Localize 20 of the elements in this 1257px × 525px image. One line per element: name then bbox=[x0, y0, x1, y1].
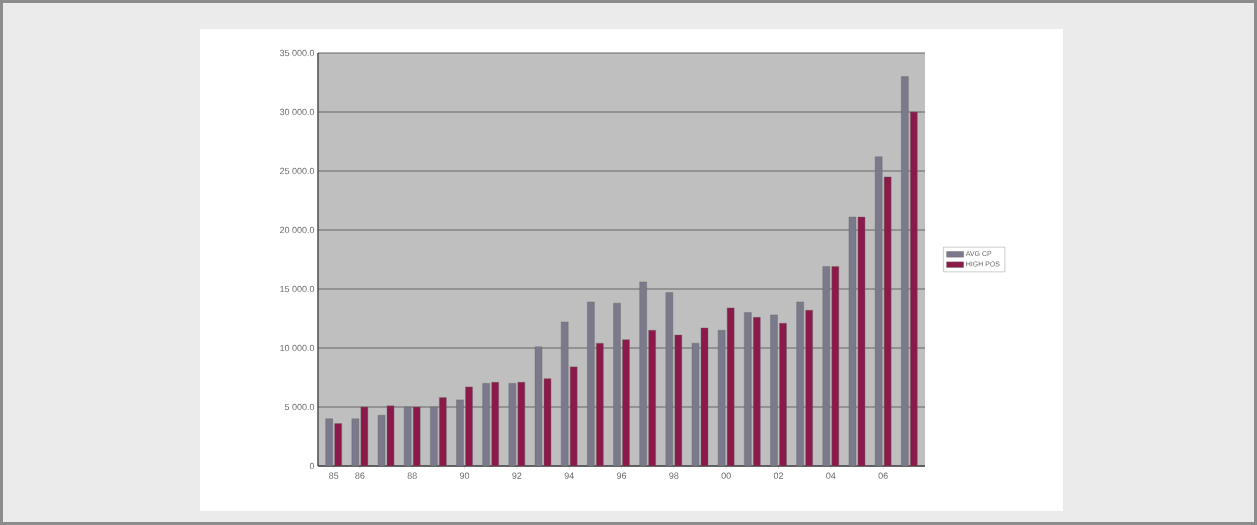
y-tick-label: 10 000.0 bbox=[280, 344, 315, 352]
x-tick-label: 90 bbox=[459, 472, 470, 479]
x-tick-label: 02 bbox=[773, 472, 784, 479]
x-tick-label: 06 bbox=[878, 472, 888, 479]
y-tick-label: 20 000.0 bbox=[280, 226, 315, 234]
x-tick-label: 86 bbox=[355, 472, 365, 479]
x-tick-label: 85 bbox=[329, 472, 339, 479]
x-tick-label: 04 bbox=[826, 472, 836, 479]
y-tick-label: 0 bbox=[309, 462, 315, 470]
x-tick-label: 92 bbox=[512, 472, 522, 479]
y-tick-label: 35 000.0 bbox=[279, 49, 315, 57]
x-tick-label: 00 bbox=[721, 472, 731, 479]
x-tick-label: 94 bbox=[564, 472, 574, 479]
x-tick-label: 98 bbox=[669, 472, 679, 479]
y-tick-label: 30 000.0 bbox=[279, 108, 315, 116]
y-tick-label: 25 000.0 bbox=[280, 167, 315, 175]
y-tick-label: 15 000.0 bbox=[280, 285, 315, 293]
x-tick-label: 96 bbox=[616, 472, 627, 479]
x-tick-label: 88 bbox=[407, 472, 417, 479]
y-tick-label: 5 000.0 bbox=[284, 403, 315, 411]
